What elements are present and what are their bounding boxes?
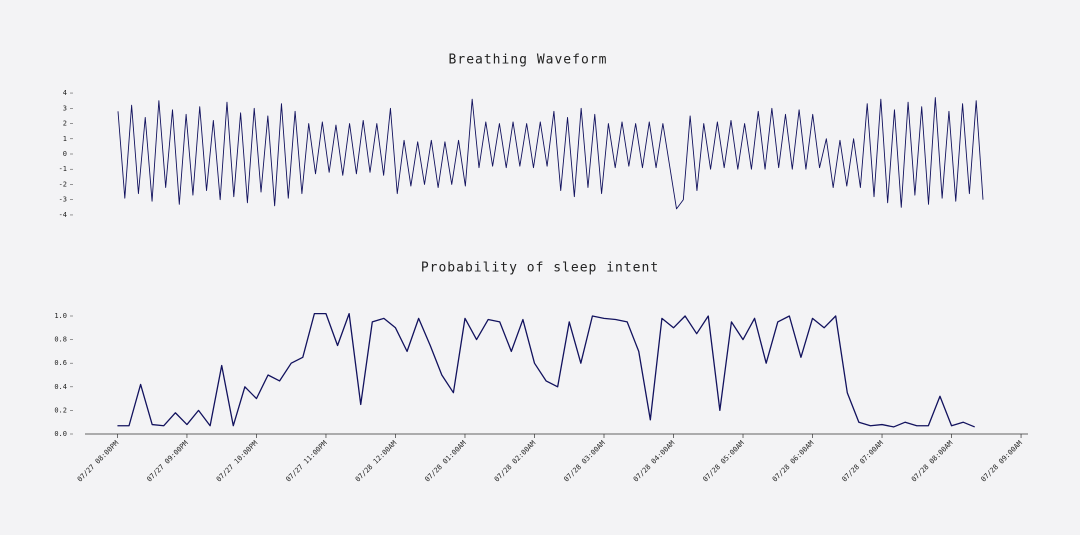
chart-title: Breathing Waveform <box>449 53 608 68</box>
data-line <box>117 312 975 428</box>
y-tick-label: 0.2 <box>54 406 67 414</box>
y-tick-label: -3 <box>59 196 67 204</box>
y-tick-label: -2 <box>59 180 67 188</box>
y-tick-label: 0.0 <box>54 430 67 438</box>
y-tick-label: 0.8 <box>54 336 67 344</box>
data-line <box>117 97 984 210</box>
y-tick-label: 4 <box>63 89 67 97</box>
y-tick-label: 2 <box>63 120 67 128</box>
y-tick-label: 0.4 <box>54 383 67 391</box>
y-tick-label: -1 <box>59 165 67 173</box>
y-tick-label: 1.0 <box>54 312 67 320</box>
y-tick-label: -4 <box>59 211 67 219</box>
y-tick-label: 0.6 <box>54 359 67 367</box>
y-tick-label: 0 <box>63 150 67 158</box>
y-tick-label: 1 <box>63 135 67 143</box>
chart-title: Probability of sleep intent <box>421 261 659 276</box>
y-tick-label: 3 <box>63 104 67 112</box>
